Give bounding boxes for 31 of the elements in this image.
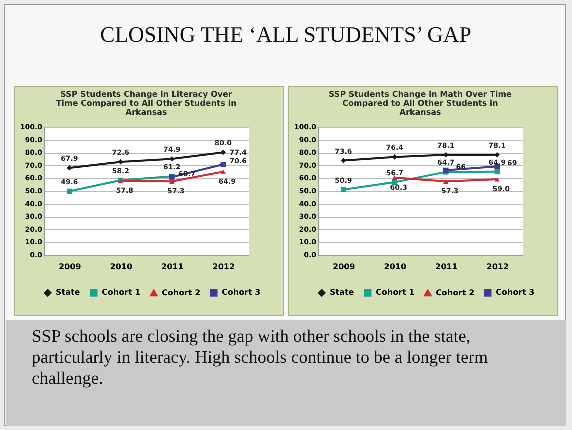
legend-label: Cohort 3 bbox=[496, 288, 535, 298]
legend-label: State bbox=[330, 288, 355, 298]
chart-title: SSP Students Change in Math Over Time Compared to All Other Students in Arkansas bbox=[329, 90, 513, 117]
point bbox=[392, 176, 398, 180]
point bbox=[220, 162, 226, 168]
x-tick-label: 2010 bbox=[110, 262, 133, 272]
point bbox=[220, 170, 226, 174]
chart-title: SSP Students Change in Literacy Over Time Compared to All Other Students in Arkansas bbox=[56, 90, 238, 117]
point bbox=[494, 169, 500, 175]
point bbox=[220, 150, 226, 156]
point bbox=[66, 165, 72, 171]
x-tick-label: 2012 bbox=[212, 262, 236, 272]
point bbox=[494, 177, 500, 182]
text: CLOSING THE ‘ALL STUDENTS’ GAP bbox=[99, 22, 473, 48]
text: SSP schools are closing the gap with other schools in the state, particularly in literacy. High schools continue to be a longer term challenge. bbox=[6, 320, 566, 426]
x-tick-label: 2009 bbox=[58, 262, 82, 272]
x-tick-label: 2011 bbox=[161, 262, 184, 272]
point bbox=[66, 188, 72, 194]
x-tick-label: 2011 bbox=[435, 262, 458, 272]
legend-label: Cohort 2 bbox=[162, 288, 201, 298]
legend-label: Cohort 1 bbox=[102, 288, 142, 298]
legend-label: Cohort 3 bbox=[222, 288, 261, 298]
point bbox=[340, 187, 346, 192]
legend-label: State bbox=[56, 288, 81, 298]
point bbox=[169, 179, 175, 184]
legend-label: Cohort 1 bbox=[376, 288, 416, 298]
x-tick-label: 2010 bbox=[384, 262, 407, 272]
x-tick-label: 2009 bbox=[332, 262, 356, 272]
x-tick-label: 2012 bbox=[486, 262, 510, 272]
legend-label: Cohort 2 bbox=[436, 288, 475, 298]
point bbox=[443, 179, 449, 184]
